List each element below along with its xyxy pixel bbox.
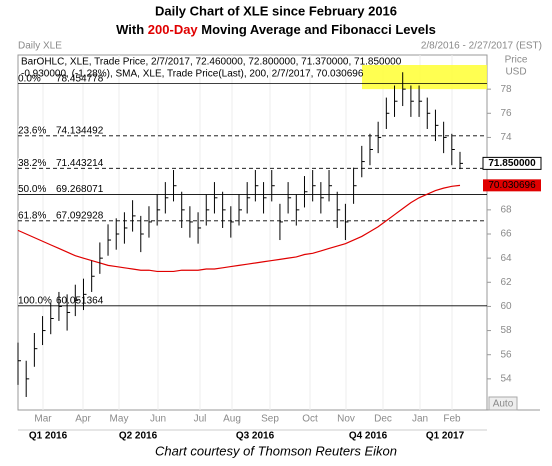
y-tick-label: 60 xyxy=(500,301,512,312)
last-price-box xyxy=(482,156,542,170)
y-tick-label: 78 xyxy=(500,84,512,95)
fib-label-bg xyxy=(18,73,100,83)
fib-label-bg xyxy=(18,210,100,220)
y-tick-label: 74 xyxy=(500,132,512,143)
subtitle-part: With xyxy=(116,22,148,37)
price-label: Price xyxy=(505,55,528,66)
x-tick-label: Jul xyxy=(194,414,207,425)
fib-label-bg xyxy=(18,125,100,135)
x-tick-label: May xyxy=(110,414,129,425)
chart-subtitle: With 200-Day Moving Average and Fibonacc… xyxy=(116,22,436,37)
auto-button[interactable] xyxy=(488,396,518,411)
fib-pct: 61.8% xyxy=(18,210,46,221)
auto-button-label[interactable]: Auto xyxy=(493,399,514,410)
date-range: 2/8/2016 - 2/27/2017 (EST) xyxy=(421,41,542,52)
quarter-label: Q3 2016 xyxy=(236,431,275,442)
legend-ohlc: BarOHLC, XLE, Trade Price, 2/7/2017, 72.… xyxy=(21,57,402,68)
y-tick-label: 76 xyxy=(500,108,512,119)
y-tick-label: 58 xyxy=(500,325,512,336)
fib-value: 71.443214 xyxy=(56,158,104,169)
x-tick-label: Oct xyxy=(302,414,318,425)
fib-value: 78.454778 xyxy=(56,73,104,84)
x-tick-label: Jan xyxy=(412,414,428,425)
x-tick-label: Nov xyxy=(337,414,355,425)
chart-name: Daily XLE xyxy=(18,41,62,52)
quarter-label: Q1 2016 xyxy=(29,431,68,442)
y-tick-label: 66 xyxy=(500,229,512,240)
currency-label: USD xyxy=(505,67,526,78)
sma-price-box xyxy=(483,179,541,192)
y-tick-label: 56 xyxy=(500,349,512,360)
x-tick-label: Jun xyxy=(150,414,166,425)
fib-value: 74.134492 xyxy=(56,125,104,136)
y-tick-label: 62 xyxy=(500,277,512,288)
x-tick-label: Sep xyxy=(261,414,279,425)
quarter-label: Q2 2016 xyxy=(119,431,158,442)
x-tick-label: Mar xyxy=(34,414,52,425)
fib-value: 69.268071 xyxy=(56,184,104,195)
x-tick-label: Aug xyxy=(223,414,241,425)
quarter-label: Q1 2017 xyxy=(426,431,465,442)
last-price-label: 71.850000 xyxy=(488,158,536,169)
quarter-label: Q4 2016 xyxy=(349,431,388,442)
fib-pct: 50.0% xyxy=(18,184,46,195)
fib-pct: 0.0% xyxy=(18,73,41,84)
subtitle-part: Moving Average and Fibonacci Levels xyxy=(198,22,436,37)
fib-label-bg xyxy=(18,184,100,194)
fib-label-bg xyxy=(18,158,100,168)
caption: Chart courtesy of Thomson Reuters Eikon xyxy=(155,443,397,458)
chart-title: Daily Chart of XLE since February 2016 xyxy=(155,3,397,18)
sma-price-label: 70.030696 xyxy=(488,180,536,191)
x-tick-label: Dec xyxy=(374,414,392,425)
y-tick-label: 54 xyxy=(500,373,512,384)
fib-pct: 23.6% xyxy=(18,125,46,136)
fib-pct: 38.2% xyxy=(18,158,46,169)
fib-pct: 100.0% xyxy=(18,295,52,306)
x-tick-label: Apr xyxy=(75,414,91,425)
y-tick-label: 64 xyxy=(500,253,512,264)
fib-value: 60.051364 xyxy=(56,295,104,306)
subtitle-part: 200-Day xyxy=(148,22,199,37)
x-tick-label: Feb xyxy=(443,414,461,425)
plot-frame xyxy=(17,54,488,411)
fib-value: 67.092928 xyxy=(56,210,104,221)
legend-sma: -0.930000, (-1.28%), SMA, XLE, Trade Pri… xyxy=(21,69,364,80)
y-tick-label: 68 xyxy=(500,204,512,215)
highlight-box xyxy=(362,65,487,90)
